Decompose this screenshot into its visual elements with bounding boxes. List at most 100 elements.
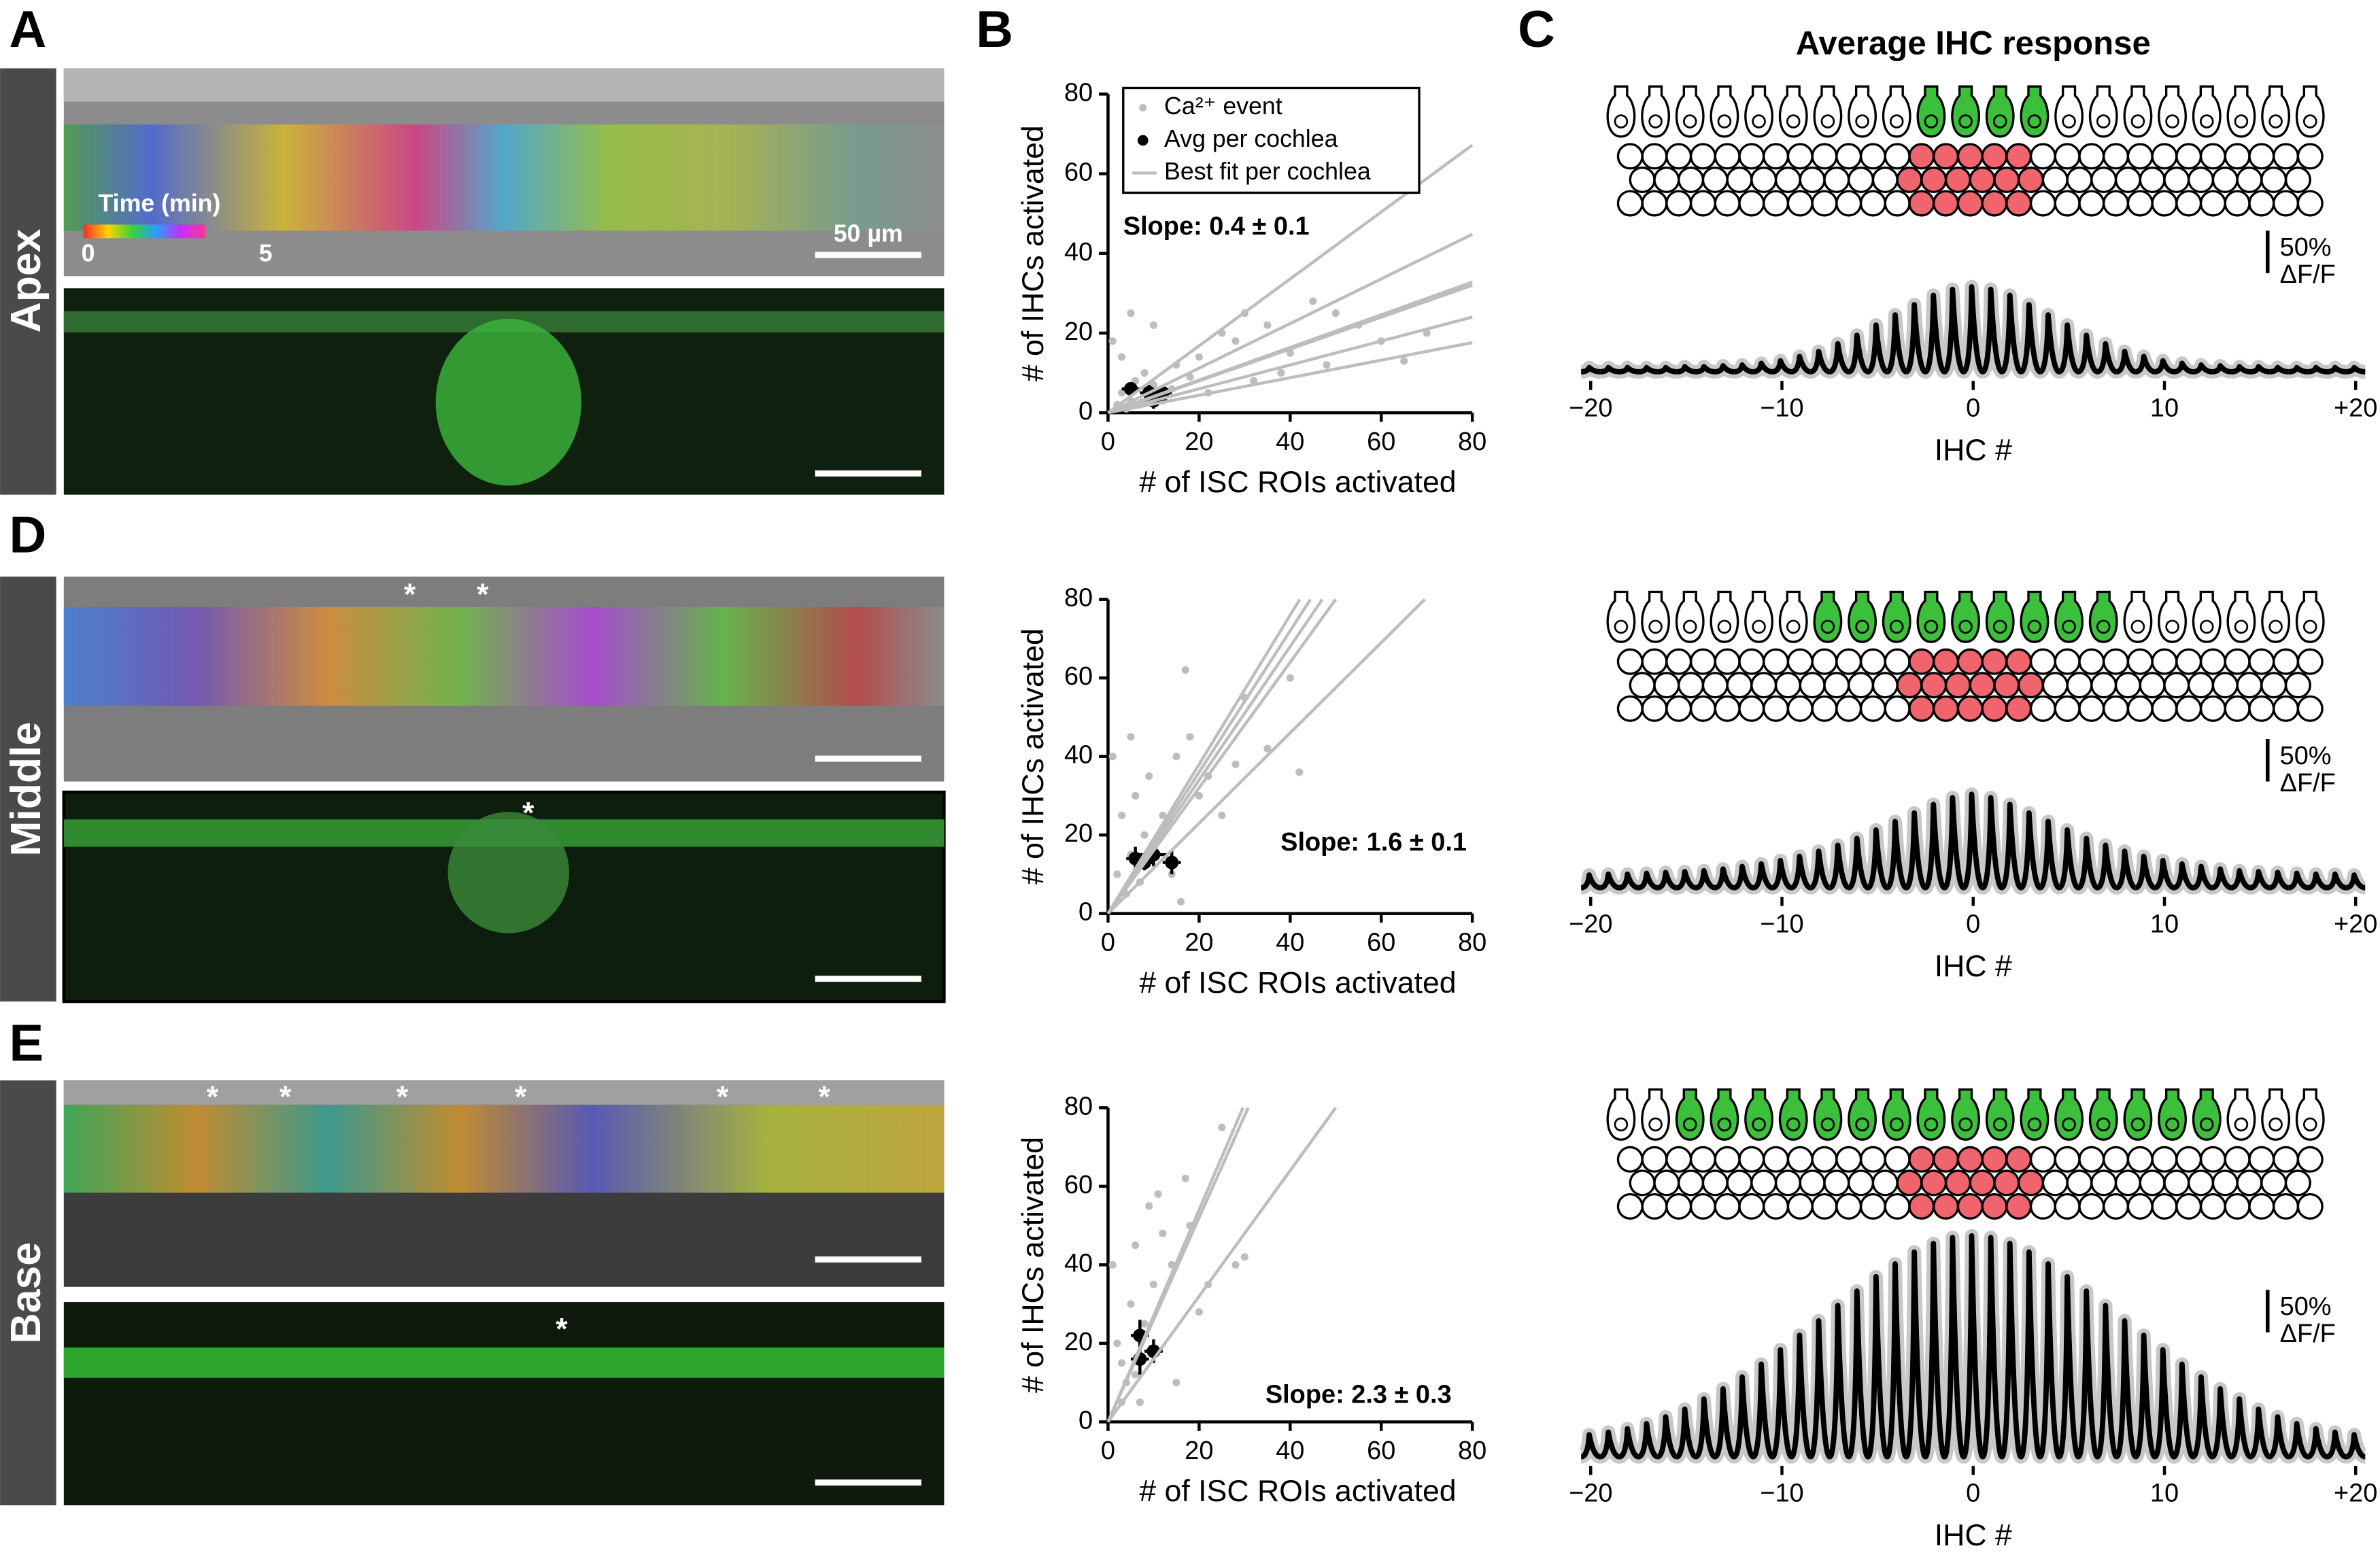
event-point [1195,1308,1203,1316]
event-point [1132,1241,1140,1250]
supporting-cell [1641,1146,1668,1173]
trace [2231,364,2251,375]
asterisk: * [522,796,534,829]
trace [2154,857,2175,891]
asterisk: * [207,1080,219,1114]
supporting-cell [2163,1169,2190,1197]
hair-cell-nucleus [1855,619,1869,634]
supporting-cell [2199,1146,2226,1173]
hair-cell [2295,1088,2325,1141]
hair-cell-nucleus [1752,619,1766,634]
supporting-cell [2188,1169,2215,1197]
supporting-cell [1714,648,1741,675]
x-tick-label: 60 [1367,428,1395,456]
supporting-cell [2054,648,2081,675]
x-tick-label: +20 [2334,394,2377,423]
trace [1809,348,1831,375]
x-axis-label: IHC # [1935,950,2012,983]
hair-cell-nucleus [1648,619,1663,634]
supporting-cell [2175,695,2203,722]
supporting-cell [1629,1169,1656,1197]
fit-line [1106,1107,1338,1423]
x-tick-label: 40 [1276,1437,1304,1465]
panel-label: A [9,1,46,58]
supporting-cell [2126,648,2154,675]
hair-cell-nucleus [2130,619,2145,634]
hair-cell [2192,85,2222,138]
y-tick-label: 20 [1064,1328,1093,1356]
trace [1733,863,1754,891]
trace [2077,836,2099,891]
trace [1676,1406,1697,1460]
hair-cell-nucleus [2096,1117,2111,1132]
supporting-cell [2260,166,2288,194]
trace [2135,354,2156,375]
trace [1941,1235,1967,1460]
trace [2001,802,2022,891]
supporting-cell [1738,143,1765,170]
trace [1809,848,1831,891]
supporting-cell [1738,648,1765,675]
supporting-cell [1811,143,1838,170]
trace [1981,795,2003,891]
hair-cell [1710,85,1739,138]
supporting-cell [2284,166,2311,194]
trace [2153,1347,2176,1460]
supporting-cell [2199,695,2226,722]
supporting-cell [2078,143,2105,170]
event-point [1286,674,1294,682]
trace [1905,810,1927,891]
supporting-cell [2236,672,2263,699]
supporting-cell [1920,1169,1948,1197]
hair-cell-nucleus [2302,114,2317,128]
hair-cell-nucleus [1682,1117,1697,1132]
hair-cell [2226,1088,2256,1141]
hair-cell-nucleus [1786,619,1801,634]
supporting-cell [2163,166,2190,194]
supporting-cell [1944,672,1971,699]
trace [2115,348,2137,375]
hair-cell [2295,590,2325,643]
supporting-cell [1641,143,1668,170]
supporting-cell [1884,190,1911,217]
x-tick-label: −10 [1760,394,1803,423]
trace [2249,869,2271,891]
trace [1619,364,1639,375]
legend-swatch [1139,103,1147,112]
panel-title: Average IHC response [1796,25,2151,62]
supporting-cell [1908,1192,1935,1220]
colorbar-title: Time (min) [99,190,221,217]
supporting-cell [1616,1146,1644,1173]
hair-cell-nucleus [2234,114,2249,128]
supporting-cell [1786,1192,1814,1220]
hair-cell-nucleus [1889,619,1904,634]
supporting-cell [1871,1169,1899,1197]
supporting-cell [2211,672,2239,699]
panel-label: C [1518,1,1555,58]
asterisk: * [515,1080,527,1114]
event-point [1108,1260,1117,1269]
trace [1979,1235,2005,1460]
supporting-cell [2054,190,2081,217]
supporting-cell [2211,1169,2239,1197]
supporting-cell [1714,1192,1741,1220]
annotation: Slope: 1.6 ± 0.1 [1280,828,1467,857]
x-tick-label: −20 [1569,910,1612,939]
supporting-cell [2296,1146,2324,1173]
event-point [1277,368,1285,377]
hair-cell [1641,590,1670,643]
supporting-cell [1774,166,1801,194]
y-tick-label: 0 [1078,1406,1093,1435]
event-point [1172,1379,1180,1387]
trace [1790,853,1812,891]
trace [2288,1421,2309,1460]
supporting-cell [2078,1192,2105,1220]
hair-cell-nucleus [2268,619,2283,634]
supporting-cell [1859,190,1886,217]
legend-swatch [1137,135,1149,146]
hair-cell-nucleus [1717,114,1732,128]
supporting-cell [1944,166,1971,194]
supporting-cell [2103,695,2130,722]
supporting-cell [2018,672,2045,699]
